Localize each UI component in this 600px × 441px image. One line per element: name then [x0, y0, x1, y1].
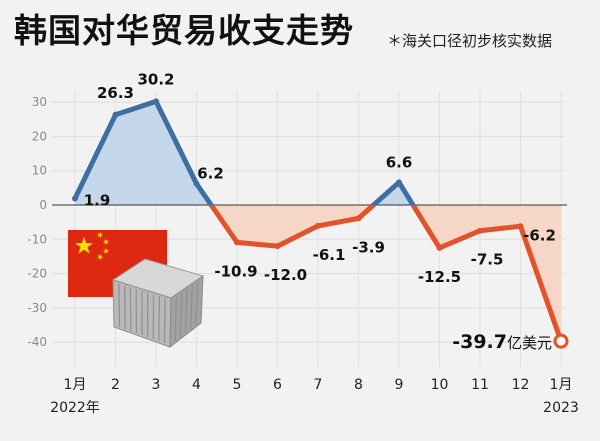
y-tick-label: 20: [32, 129, 47, 143]
data-point: [553, 333, 569, 349]
data-point: [234, 239, 240, 246]
data-label: -12.0: [264, 266, 307, 284]
x-tick-label: 4: [192, 377, 201, 393]
x-tick-label: 1月: [550, 377, 573, 393]
x-axis-labels: 1月 2022年 2 3 4 5 6 7 8 9 10 11 12 1月 2023: [50, 377, 579, 416]
data-point: [436, 244, 443, 251]
x-tick-label: 9: [395, 377, 404, 393]
x-tick-label: 6: [273, 377, 282, 393]
data-point: [355, 215, 362, 222]
series-points: [72, 98, 569, 349]
x-tick-label: 11: [471, 377, 489, 393]
data-label: -3.9: [352, 238, 385, 256]
data-label: -39.7亿美元: [452, 331, 552, 353]
x-tick-label: 1月: [64, 377, 87, 393]
container-rib: [124, 285, 126, 330]
y-tick-label: 0: [39, 198, 47, 212]
data-label: -10.9: [214, 262, 257, 280]
data-point: [193, 180, 200, 187]
x-year-label: 2022年: [50, 400, 100, 416]
flag-star-small: [97, 254, 104, 261]
container-rib: [195, 281, 199, 326]
y-tick-label: 10: [32, 164, 47, 178]
flag-star-small: [102, 239, 109, 246]
data-point: [112, 111, 119, 118]
data-label: -12.5: [418, 268, 461, 286]
data-point: [477, 227, 483, 234]
data-point: [274, 243, 281, 250]
container-rib: [184, 288, 188, 334]
container-rib: [118, 283, 121, 328]
chart-title: 韩国对华贸易收支走势: [14, 11, 354, 50]
flag-star-big: [75, 236, 93, 254]
area-fills: [75, 101, 561, 342]
data-label: 30.2: [137, 70, 174, 88]
data-labels: 1.9 26.330.2 6.2 -10.9 -12.0 -6.1 -3.9 6.6 -12.5…: [84, 70, 556, 353]
positive-area: [75, 101, 561, 205]
data-point: [315, 222, 321, 229]
y-tick-label: 30: [32, 95, 47, 109]
x-tick-label: 7: [314, 377, 323, 393]
x-tick-label: 5: [233, 377, 242, 393]
data-point: [72, 195, 78, 202]
container-rib: [190, 285, 193, 330]
x-tick-label: 10: [431, 377, 449, 393]
y-tick-label: -40: [27, 335, 47, 349]
container-rib: [163, 298, 166, 344]
data-label: 6.2: [197, 165, 224, 183]
x-tick-label: 12: [512, 377, 530, 393]
x-tick-label: 2: [111, 377, 120, 393]
illustration: [68, 230, 205, 349]
data-point: [517, 223, 524, 230]
x-tick-label: 3: [152, 377, 161, 393]
data-label: 26.3: [97, 84, 134, 102]
x-tick-label: 8: [354, 377, 363, 393]
flag-star-small: [97, 232, 104, 239]
data-label: -7.5: [471, 251, 504, 269]
data-label: -6.2: [523, 226, 556, 244]
y-tick-label: -10: [27, 232, 47, 246]
data-label: 1.9: [84, 191, 111, 209]
data-label: 6.6: [386, 153, 413, 171]
data-label: -6.1: [313, 246, 346, 264]
container-icon: [111, 258, 205, 349]
unit-label: 亿美元: [507, 334, 552, 352]
negative-area: [75, 205, 561, 342]
data-point: [396, 179, 402, 186]
container-rib: [158, 296, 160, 342]
data-note: ＊海关口径初步核实数据: [387, 32, 553, 50]
y-axis-ticks: 30 20 10 0 -10 -20 -30 -40: [27, 95, 47, 349]
data-point: [153, 98, 159, 105]
container-rib: [174, 296, 177, 342]
container-rib: [179, 292, 183, 338]
x-year-label: 2023: [543, 400, 579, 416]
y-tick-label: -30: [27, 301, 47, 315]
flag-star-small: [103, 247, 109, 254]
y-tick-label: -20: [27, 267, 47, 281]
